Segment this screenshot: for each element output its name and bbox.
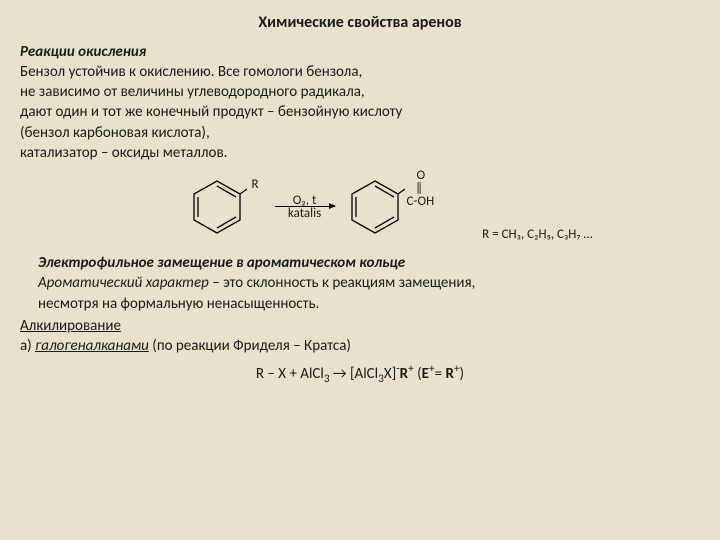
- benzene-ring-right: [345, 177, 405, 237]
- oxidation-line-2: не зависимо от величины углеводородного …: [20, 82, 700, 102]
- arrow-conditions-bottom: katalis: [288, 205, 321, 223]
- oxidation-line-5: катализатор – оксиды металлов.: [20, 143, 700, 163]
- oxidation-line-4: (бензол карбоновая кислота),: [20, 123, 700, 143]
- reaction-arrow: O₂, t katalis: [275, 192, 335, 222]
- oxidation-line-1: Бензол устойчив к окислению. Все гомолог…: [20, 62, 700, 82]
- alkylation-item-a: а) галогеналканами (по реакции Фриделя –…: [20, 336, 700, 356]
- cooh-group: O ‖ C-OH: [407, 169, 435, 208]
- cooh-coh: C-OH: [407, 195, 435, 208]
- aromatic-character-rest: – это склонность к реакциям замещения,: [209, 274, 476, 292]
- oxidation-line-3: дают один и тот же конечный продукт – бе…: [20, 102, 700, 122]
- page-title: Химические свойства аренов: [20, 12, 700, 34]
- section-oxidation-heading: Реакции окисления: [20, 42, 700, 62]
- aromatic-character-em: Ароматический характер: [38, 274, 209, 292]
- alkylation-heading: Алкилирование: [20, 316, 700, 336]
- reaction-scheme: R O₂, t katalis O ‖ C-OH R = CH₃, C₂H₅, …: [80, 177, 700, 237]
- r-values-list: R = CH₃, C₂H₅, C₃H₇ …: [482, 226, 592, 244]
- alkylation-a-prefix: а): [20, 337, 35, 355]
- friedel-crafts-equation: R – X + AlCl3 → [AlCl3X]-R+ (E+= R+): [20, 362, 700, 387]
- benzene-ring-left: [187, 177, 247, 237]
- alkylation-a-em: галогеналканами: [35, 337, 149, 355]
- section-electrophilic-heading: Электрофильное замещение в ароматическом…: [38, 253, 700, 273]
- r-substituent-label: R: [251, 176, 258, 194]
- aromatic-character-line-2: несмотря на формальную ненасыщенность.: [38, 294, 700, 314]
- alkylation-a-rest: (по реакции Фриделя – Кратса): [149, 337, 351, 355]
- arrow-line: [275, 206, 335, 207]
- aromatic-character-line-1: Ароматический характер – это склонность …: [38, 273, 700, 293]
